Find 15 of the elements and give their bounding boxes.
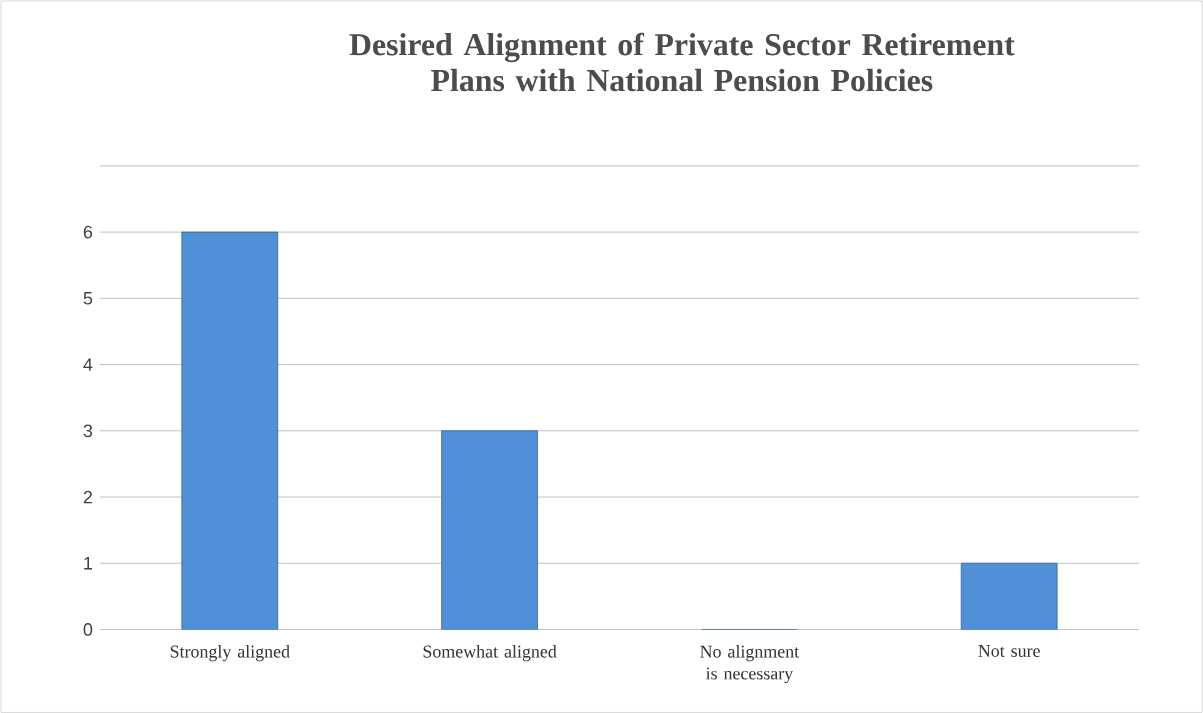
y-tick-label: 4 — [83, 358, 93, 371]
x-tick-label: Strongly aligned — [170, 644, 290, 662]
y-tick-label: 2 — [83, 490, 92, 504]
x-tick-label: Somewhat aligned — [423, 644, 557, 662]
x-tick-label: Not sure — [978, 644, 1040, 657]
y-tick-label: 0 — [83, 622, 93, 636]
y-tick-label: 1 — [84, 556, 93, 570]
bar — [960, 562, 1058, 630]
bar — [441, 430, 538, 630]
y-tick-label: 3 — [83, 424, 93, 437]
y-tick-label: 6 — [83, 225, 93, 239]
x-tick-label: No alignment is necessary — [700, 644, 800, 684]
chart-title: Desired Alignment of Private Sector Retirement Plans with National Pension Policies — [349, 32, 1015, 92]
bar — [181, 231, 279, 630]
y-tick-label: 5 — [83, 291, 93, 305]
